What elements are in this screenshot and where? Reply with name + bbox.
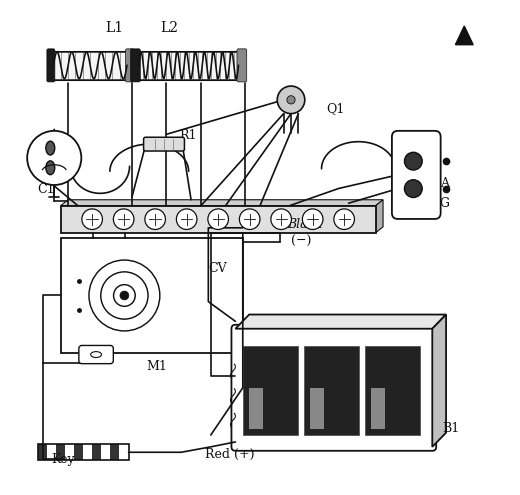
Circle shape <box>303 209 323 230</box>
FancyBboxPatch shape <box>79 346 113 364</box>
Circle shape <box>405 152 422 170</box>
Circle shape <box>287 96 295 104</box>
Bar <box>120 445 128 460</box>
Polygon shape <box>456 26 473 45</box>
Bar <box>92 445 101 460</box>
Bar <box>101 445 110 460</box>
Bar <box>110 445 120 460</box>
FancyBboxPatch shape <box>231 325 436 451</box>
FancyBboxPatch shape <box>144 137 185 151</box>
Bar <box>243 346 298 435</box>
Bar <box>47 445 56 460</box>
Text: B1: B1 <box>442 422 459 435</box>
Circle shape <box>145 209 165 230</box>
Bar <box>37 445 47 460</box>
FancyBboxPatch shape <box>392 131 440 219</box>
Text: L2: L2 <box>160 21 178 35</box>
FancyBboxPatch shape <box>47 49 55 82</box>
Bar <box>56 445 65 460</box>
Bar <box>371 388 385 429</box>
Polygon shape <box>236 314 446 329</box>
Bar <box>61 205 375 233</box>
Polygon shape <box>432 314 446 447</box>
Circle shape <box>277 86 305 114</box>
Circle shape <box>113 209 134 230</box>
Bar <box>366 346 421 435</box>
Text: (−): (−) <box>291 235 311 248</box>
FancyBboxPatch shape <box>237 49 246 82</box>
Bar <box>139 51 239 80</box>
Circle shape <box>271 209 291 230</box>
Text: CV: CV <box>209 262 227 275</box>
Circle shape <box>176 209 197 230</box>
Text: Q1: Q1 <box>327 102 345 115</box>
Circle shape <box>334 209 355 230</box>
FancyBboxPatch shape <box>125 49 134 82</box>
Polygon shape <box>61 200 383 205</box>
Text: M1: M1 <box>147 359 167 373</box>
Circle shape <box>27 131 81 185</box>
Text: L1: L1 <box>106 21 124 35</box>
Bar <box>54 51 127 80</box>
Bar <box>304 346 359 435</box>
Bar <box>61 238 243 353</box>
Bar <box>65 445 74 460</box>
Ellipse shape <box>90 351 101 357</box>
Text: Black: Black <box>287 218 322 231</box>
FancyBboxPatch shape <box>131 49 140 82</box>
Circle shape <box>239 209 260 230</box>
Bar <box>249 388 263 429</box>
Polygon shape <box>375 200 383 233</box>
Text: R1: R1 <box>179 129 196 142</box>
Text: G: G <box>440 197 450 210</box>
Circle shape <box>208 209 228 230</box>
Text: Key: Key <box>51 453 75 466</box>
Bar <box>37 445 128 460</box>
Circle shape <box>405 180 422 198</box>
Text: C1: C1 <box>37 183 55 197</box>
Text: A: A <box>440 177 449 191</box>
Bar <box>83 445 92 460</box>
Bar <box>310 388 323 429</box>
Ellipse shape <box>46 161 55 175</box>
Circle shape <box>120 291 129 300</box>
Ellipse shape <box>46 141 55 155</box>
Text: Red (+): Red (+) <box>205 448 254 461</box>
Circle shape <box>82 209 102 230</box>
Bar <box>74 445 83 460</box>
